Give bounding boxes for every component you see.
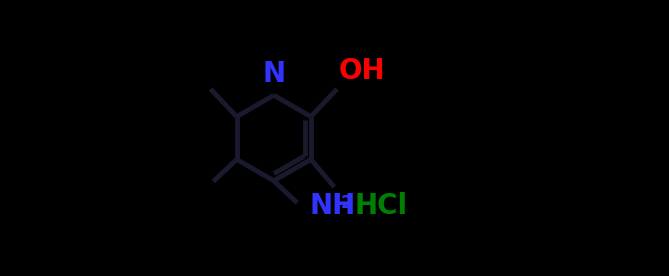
Text: 2: 2 <box>341 194 353 212</box>
Text: HCl: HCl <box>355 192 408 220</box>
Text: OH: OH <box>339 57 385 85</box>
Text: NH: NH <box>310 192 356 220</box>
Text: N: N <box>262 60 286 88</box>
